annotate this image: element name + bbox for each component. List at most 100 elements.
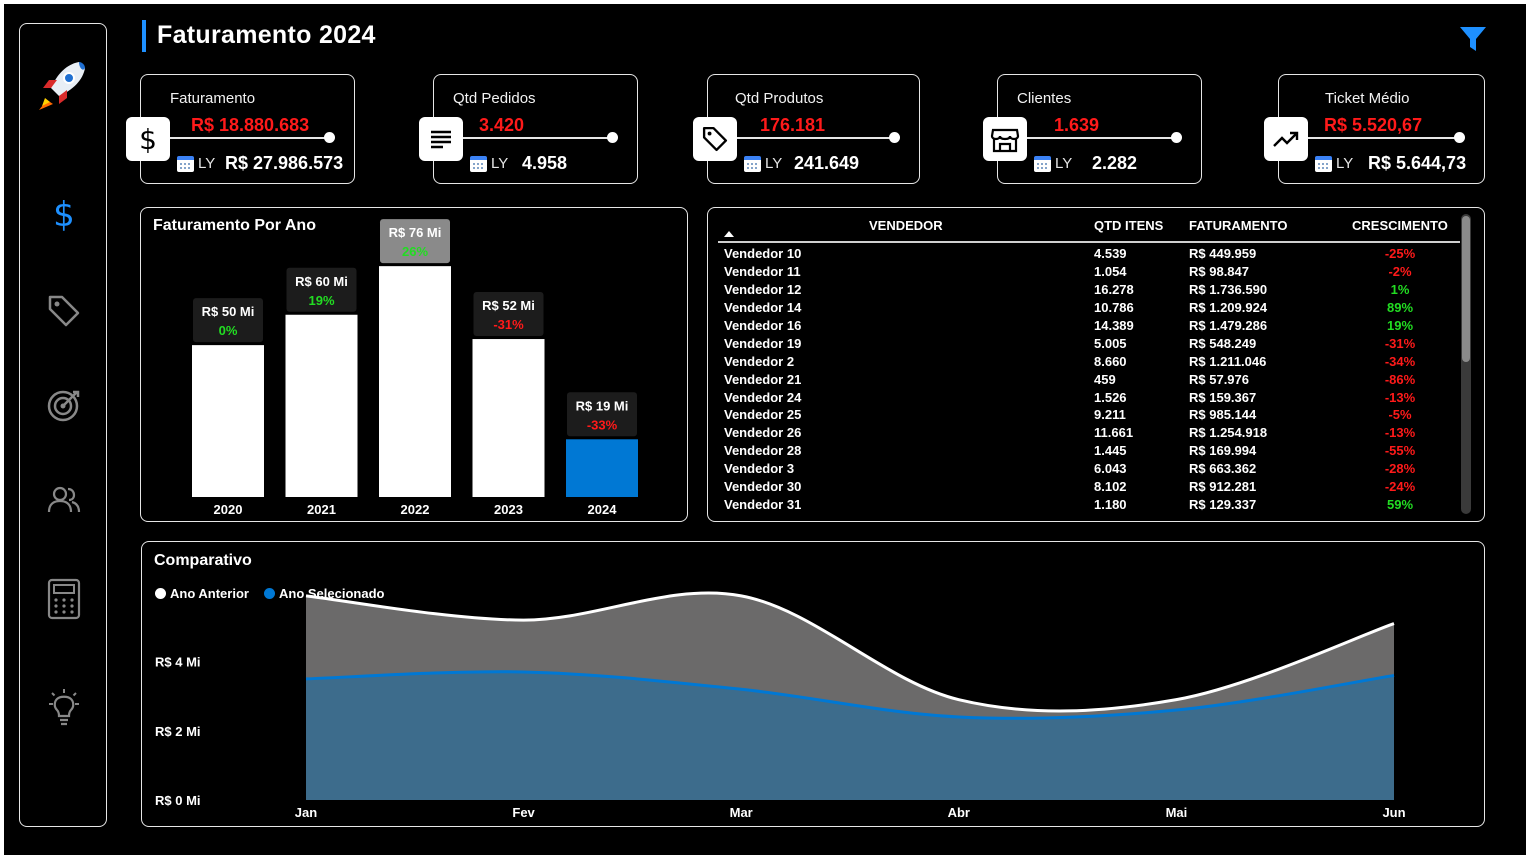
x-tick-label: 2023	[494, 502, 523, 517]
bar-2024[interactable]	[566, 439, 638, 497]
y-tick-label: R$ 0 Mi	[155, 793, 201, 808]
cell-vendedor: Vendedor 14	[724, 299, 802, 315]
cell-vendedor: Vendedor 19	[724, 335, 802, 351]
cell-vendedor: Vendedor 21	[724, 371, 802, 387]
cell-faturamento: R$ 985.144	[1189, 407, 1257, 423]
page-title: Faturamento 2024	[157, 21, 376, 49]
table-row[interactable]: Vendedor 25 9.211 R$ 985.144 -5%	[708, 406, 1468, 424]
cell-vendedor: Vendedor 30	[724, 479, 802, 495]
cell-crescimento: -34%	[1384, 353, 1416, 369]
dollar-icon: $	[126, 117, 170, 161]
column-header-faturamento[interactable]: FATURAMENTO	[1189, 218, 1288, 233]
cell-crescimento: -2%	[1388, 263, 1412, 279]
dollar-icon[interactable]: $	[40, 190, 88, 238]
cell-qtd-itens: 10.786	[1094, 299, 1134, 315]
list-icon	[419, 117, 463, 161]
area-chart: Jan Fev Mar Abr Mai Jun R$ 0 Mi R$ 2 Mi R$ 4 Mi	[155, 591, 1406, 820]
cell-vendedor: Vendedor 28	[724, 443, 802, 459]
cell-faturamento: R$ 1.736.590	[1189, 281, 1268, 297]
calculator-icon[interactable]	[40, 575, 88, 623]
kpi-dot	[607, 132, 618, 143]
table-row[interactable]: Vendedor 19 5.005 R$ 548.249 -31%	[708, 335, 1468, 353]
kpi-dot	[1454, 132, 1465, 143]
cell-crescimento: 19%	[1386, 317, 1414, 333]
line-ano-selecionado[interactable]	[305, 670, 1395, 720]
scrollbar-thumb[interactable]	[1462, 216, 1470, 362]
cell-crescimento: -55%	[1384, 443, 1416, 459]
scrollbar[interactable]	[1461, 214, 1471, 514]
header-divider	[718, 241, 1460, 243]
table-row[interactable]: Vendedor 16 14.389 R$ 1.479.286 19%	[708, 317, 1468, 335]
bar-2023[interactable]	[472, 339, 545, 497]
table-row[interactable]: Vendedor 24 1.526 R$ 159.367 -13%	[708, 389, 1468, 407]
data-label-box	[286, 267, 357, 312]
kpi-value: R$ 5.520,67	[1324, 115, 1423, 135]
kpi-ly-value: 241.649	[794, 153, 860, 173]
kpi-dot	[1171, 132, 1182, 143]
table-row[interactable]: Vendedor 12 16.278 R$ 1.736.590 1%	[708, 281, 1468, 299]
kpi-dot	[324, 132, 335, 143]
legend-dot	[264, 588, 275, 599]
legend-dot	[155, 588, 166, 599]
cell-qtd-itens: 16.278	[1094, 281, 1134, 297]
area-ano-selecionado	[306, 671, 1394, 800]
cell-crescimento: -24%	[1384, 479, 1416, 495]
target-icon[interactable]	[40, 381, 88, 429]
lightbulb-icon[interactable]	[40, 684, 88, 732]
rocket-logo-icon	[33, 54, 93, 114]
legend-item-ano-selecionado[interactable]: Ano Selecionado	[264, 586, 384, 601]
cell-crescimento: 1%	[1390, 281, 1410, 297]
tag-icon[interactable]	[40, 287, 88, 335]
bar-2020[interactable]	[192, 345, 264, 497]
table-row[interactable]: Vendedor 30 8.102 R$ 912.281 -24%	[708, 478, 1468, 496]
x-tick-label: 2021	[307, 502, 336, 517]
table-row[interactable]: Vendedor 3 6.043 R$ 663.362 -28%	[708, 460, 1468, 478]
table-row[interactable]: Vendedor 28 1.445 R$ 169.994 -55%	[708, 442, 1468, 460]
y-tick-label: R$ 2 Mi	[155, 724, 201, 739]
store-icon	[983, 117, 1027, 161]
line-ano-anterior[interactable]	[305, 591, 1395, 713]
cell-crescimento: -86%	[1384, 371, 1416, 387]
cell-faturamento: R$ 1.479.286	[1189, 317, 1268, 333]
table-row[interactable]: Vendedor 11 1.054 R$ 98.847 -2%	[708, 263, 1468, 281]
cell-crescimento: -13%	[1384, 389, 1416, 405]
column-header-crescimento[interactable]: CRESCIMENTO	[1352, 218, 1448, 233]
table-row[interactable]: Vendedor 31 1.180 R$ 129.337 59%	[708, 496, 1468, 514]
column-header-vendedor[interactable]: VENDEDOR	[869, 218, 943, 233]
x-tick-label: 2020	[214, 502, 243, 517]
users-icon[interactable]	[40, 476, 88, 524]
bar-chart-panel: Faturamento Por Ano R$ 50 Mi 0% 2020 R$ 60 …	[140, 207, 688, 522]
cell-qtd-itens: 8.660	[1094, 353, 1127, 369]
kpi-divider	[1026, 137, 1176, 139]
cell-faturamento: R$ 449.959	[1189, 246, 1257, 261]
kpi-label: Faturamento	[170, 90, 256, 107]
table-row[interactable]: Vendedor 26 11.661 R$ 1.254.918 -13%	[708, 424, 1468, 442]
bar-2021[interactable]	[285, 314, 358, 497]
cell-qtd-itens: 14.389	[1094, 317, 1134, 333]
filter-icon[interactable]	[1458, 24, 1488, 54]
cell-qtd-itens: 9.211	[1094, 407, 1126, 423]
legend-item-ano-anterior[interactable]: Ano Anterior	[155, 586, 249, 601]
kpi-ly-value: 4.958	[522, 153, 568, 173]
cell-faturamento: R$ 129.337	[1189, 497, 1257, 513]
cell-faturamento: R$ 1.211.046	[1189, 353, 1267, 369]
sort-ascending-icon[interactable]	[724, 231, 734, 237]
table-row[interactable]: Vendedor 2 8.660 R$ 1.211.046 -34%	[708, 353, 1468, 371]
kpi-ly: LY	[177, 155, 215, 172]
cell-crescimento: -28%	[1384, 461, 1416, 477]
kpi-value: 3.420	[479, 115, 525, 135]
x-tick-label: Jan	[295, 805, 317, 820]
table-body: Vendedor 10 4.539 R$ 449.959 -25% Vendedor 1…	[708, 245, 1468, 514]
table-row[interactable]: Vendedor 14 10.786 R$ 1.209.924 89%	[708, 299, 1468, 317]
cell-faturamento: R$ 159.367	[1189, 389, 1257, 405]
table-row[interactable]: Vendedor 10 4.539 R$ 449.959 -25%	[708, 245, 1468, 263]
kpi-card-ticket-medio: Ticket Médio R$ 5.520,67 LY R$ 5.644,73	[1264, 74, 1485, 184]
table-row[interactable]: Vendedor 21 459 R$ 57.976 -86%	[708, 371, 1468, 389]
kpi-divider	[462, 137, 612, 139]
cell-qtd-itens: 1.445	[1094, 443, 1127, 459]
kpi-card-qtd-pedidos: Qtd Pedidos 3.420 LY 4.958	[419, 74, 638, 184]
cell-faturamento: R$ 548.249	[1189, 335, 1257, 351]
trend-up-icon	[1264, 117, 1308, 161]
column-header-qtd-itens[interactable]: QTD ITENS	[1094, 218, 1164, 233]
bar-2022[interactable]	[379, 266, 451, 497]
